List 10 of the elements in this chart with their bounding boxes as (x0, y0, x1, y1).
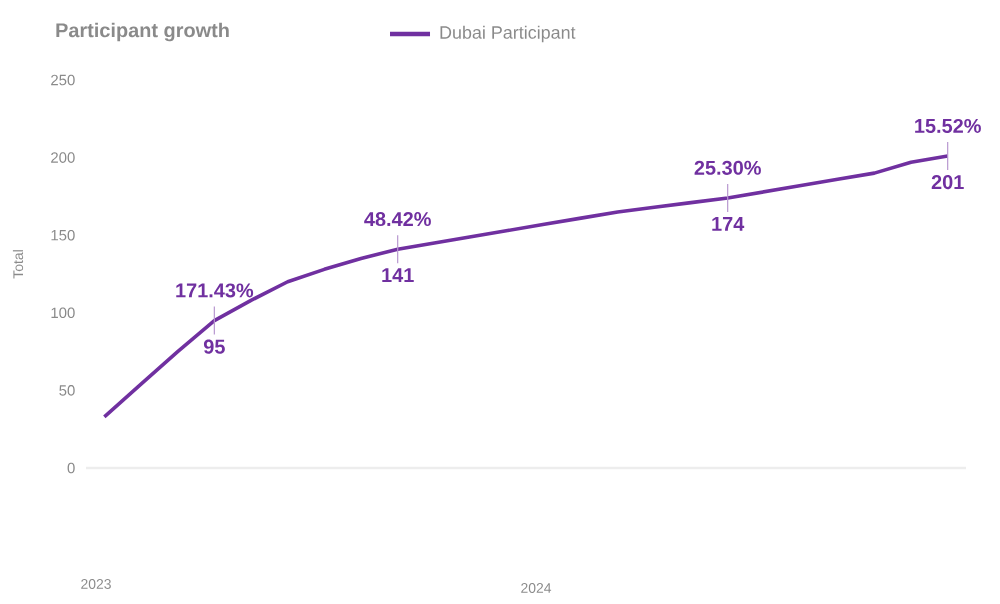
legend-label: Dubai Participant (440, 25, 576, 43)
chart-title: Participant growth (56, 22, 229, 42)
annotation: 171.43% (176, 283, 254, 298)
data-label: 95 (203, 339, 225, 354)
annotation: 48.42% (364, 212, 431, 227)
data-label: 141 (382, 268, 414, 282)
data-label: 201 (931, 175, 964, 190)
data-label: 174 (712, 216, 745, 231)
annotation: 25.30% (694, 160, 761, 175)
annotation: 15.52% (915, 118, 981, 133)
